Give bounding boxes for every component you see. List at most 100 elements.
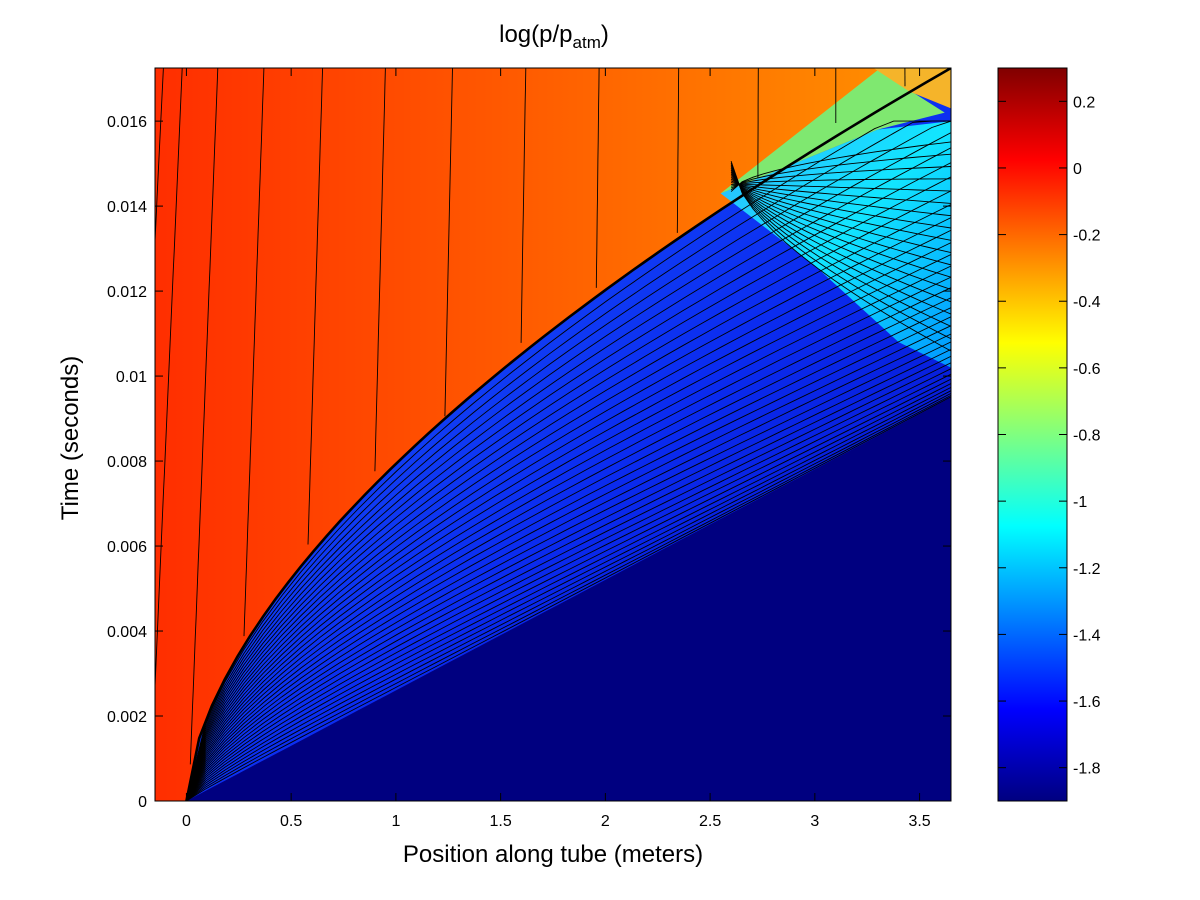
- contour-line: [186, 341, 951, 801]
- contour-line: [676, 68, 680, 233]
- x-tick-label: 0.5: [280, 813, 302, 830]
- contour-line: [185, 276, 951, 801]
- contour-lines: [155, 68, 951, 801]
- contour-line: [730, 169, 951, 290]
- x-axis-label: Position along tube (meters): [403, 841, 703, 868]
- y-tick-label: 0.014: [107, 199, 147, 216]
- y-tick-label: 0: [138, 794, 147, 811]
- x-tick-label: 2.5: [699, 813, 721, 830]
- contour-line: [185, 265, 951, 801]
- x-tick-label: 0: [182, 813, 191, 830]
- colorbar-tick-label: -1.8: [1073, 761, 1101, 778]
- contour-line: [730, 153, 951, 191]
- contour-line: [185, 325, 951, 801]
- x-tick-label: 3.5: [908, 813, 930, 830]
- contour-line: [186, 362, 951, 801]
- contour-line: [730, 175, 951, 254]
- contour-line: [186, 368, 951, 801]
- contour-line: [185, 176, 951, 801]
- colorbar-tick-label: 0: [1073, 161, 1082, 178]
- contour-line: [374, 68, 386, 472]
- colorbar-tick-label: -0.4: [1073, 294, 1101, 311]
- colorbar-tick-label: -1: [1073, 494, 1087, 511]
- contour-line: [186, 396, 951, 801]
- x-tick-label: 3: [810, 813, 819, 830]
- colorbar-tick-label: -1.6: [1073, 694, 1101, 711]
- x-tick-label: 1: [391, 813, 400, 830]
- plot-area: [155, 68, 951, 801]
- y-tick-label: 0.004: [107, 624, 147, 641]
- contour-line: [186, 383, 951, 801]
- shock-front-line: [185, 68, 951, 801]
- y-axis: 0 0.002 0.004 0.006 0.008 0.01 0.012 0.014 0.016: [107, 114, 951, 811]
- contour-line: [730, 171, 951, 278]
- contour-line: [186, 386, 951, 801]
- contour-line: [307, 68, 324, 545]
- y-axis-label: Time (seconds): [57, 356, 84, 520]
- colorbar-tick-label: 0.2: [1073, 94, 1095, 111]
- contour-line: [185, 333, 951, 801]
- contour-line: [731, 182, 951, 204]
- y-tick-label: 0.002: [107, 709, 147, 726]
- contour-line: [185, 204, 951, 801]
- contour-line: [730, 141, 951, 192]
- x-tick-label: 2: [601, 813, 610, 830]
- reflected-shock-region: [720, 121, 951, 368]
- y-tick-label: 0.016: [107, 114, 147, 131]
- contact-region: [720, 70, 945, 194]
- colorbar-tick-label: -0.8: [1073, 428, 1101, 445]
- contour-line: [186, 378, 951, 801]
- contour-line: [731, 178, 951, 187]
- expansion-fan-region: [186, 68, 951, 801]
- driver-region: [155, 68, 951, 801]
- contour-line: [185, 120, 951, 801]
- contour-line: [185, 162, 951, 801]
- contour-line: [185, 254, 951, 801]
- contour-line: [730, 180, 951, 217]
- contour-line: [730, 166, 951, 315]
- contour-line: [730, 173, 951, 266]
- colorbar-axis: 0.2 0 -0.2 -0.4 -0.6 -0.8 -1 -1.2 -1.4 -1.6 -1.8: [998, 94, 1101, 778]
- contour-line: [185, 190, 951, 801]
- contour-line: [730, 164, 951, 327]
- colorbar-tick-label: -1.2: [1073, 561, 1101, 578]
- contour-line: [186, 395, 951, 801]
- contour-line: [185, 242, 951, 801]
- contour-line: [186, 348, 951, 801]
- y-tick-label: 0.01: [116, 369, 147, 386]
- contour-line: [520, 68, 527, 343]
- contour-line: [730, 176, 951, 241]
- contour-line: [185, 287, 951, 801]
- contour-line: [186, 373, 951, 801]
- contour-line: [730, 178, 951, 229]
- plot-frame: [154, 67, 952, 802]
- contour-line: [185, 132, 951, 801]
- contour-line: [185, 217, 951, 801]
- contour-line: [186, 390, 951, 801]
- contour-line: [185, 120, 951, 801]
- contour-line: [595, 68, 600, 288]
- contour-line: [185, 229, 951, 801]
- contour-line: [730, 160, 951, 352]
- colorbar: [997, 67, 1068, 802]
- contour-line: [185, 307, 951, 801]
- y-tick-label: 0.008: [107, 454, 147, 471]
- x-axis: 0 0.5 1 1.5 2 2.5 3 3.5: [182, 68, 931, 830]
- contour-line: [731, 183, 951, 192]
- y-tick-label: 0.006: [107, 539, 147, 556]
- colorbar-tick-label: -0.6: [1073, 361, 1101, 378]
- chart-title: log(p/patm): [499, 21, 609, 52]
- contour-line: [189, 68, 219, 765]
- y-tick-label: 0.012: [107, 284, 147, 301]
- contour-line: [185, 297, 951, 801]
- contour-line: [243, 68, 265, 637]
- contour-line: [185, 316, 951, 801]
- contour-line: [444, 68, 453, 417]
- contour-line: [730, 162, 951, 340]
- contour-line: [185, 147, 951, 801]
- contour-line: [730, 168, 951, 303]
- contour-line: [155, 68, 164, 251]
- contour-line: [186, 355, 951, 801]
- contour-line: [186, 393, 951, 801]
